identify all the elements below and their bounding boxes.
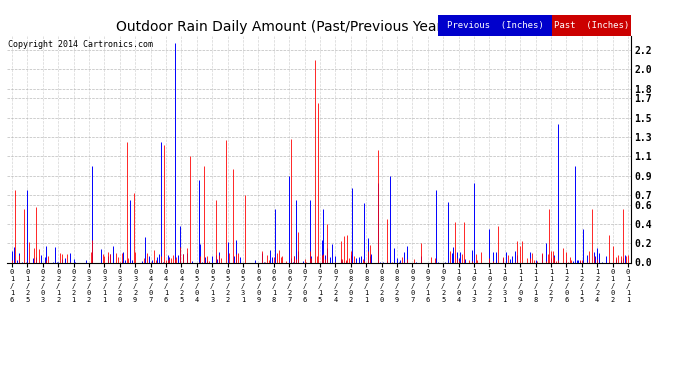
Text: Past  (Inches): Past (Inches) xyxy=(554,21,629,30)
Text: Previous  (Inches): Previous (Inches) xyxy=(446,21,544,30)
Text: Copyright 2014 Cartronics.com: Copyright 2014 Cartronics.com xyxy=(8,40,153,49)
Title: Outdoor Rain Daily Amount (Past/Previous Year) 20140116: Outdoor Rain Daily Amount (Past/Previous… xyxy=(116,21,522,34)
